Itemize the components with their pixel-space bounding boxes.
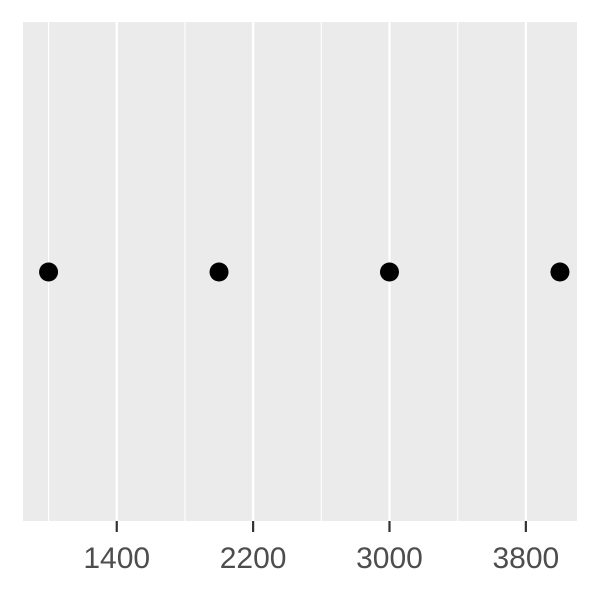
x-tick-label-1: 2200 (220, 542, 287, 575)
data-point-1 (209, 262, 229, 282)
x-axis: 1400 2200 3000 3800 (83, 521, 559, 575)
data-point-3 (550, 262, 570, 282)
x-tick-label-0: 1400 (83, 542, 150, 575)
x-tick-label-2: 3000 (356, 542, 423, 575)
data-points (39, 262, 570, 282)
plot-panel (23, 22, 577, 521)
data-point-2 (379, 262, 399, 282)
x-tick-label-3: 3800 (492, 542, 559, 575)
data-point-0 (39, 262, 59, 282)
